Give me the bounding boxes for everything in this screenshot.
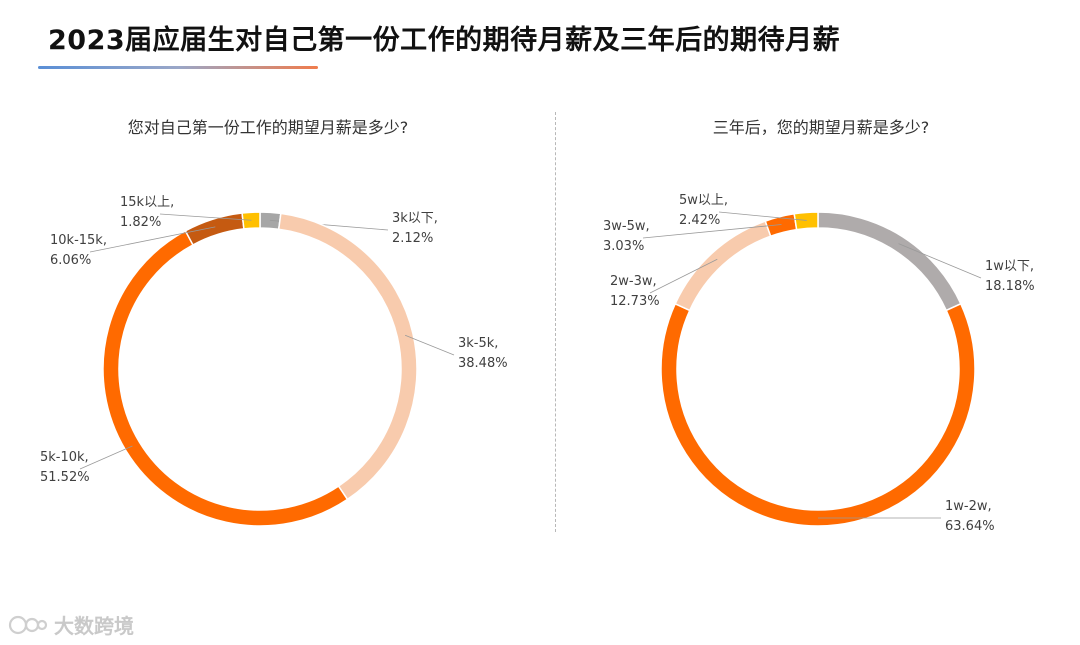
leader-line: [898, 243, 982, 279]
slice-label-value: 51.52%: [40, 470, 90, 485]
slice-label: 10k-15k, 6.06%: [50, 233, 107, 268]
slice-label-value: 63.64%: [945, 519, 995, 534]
title-underline: [38, 66, 318, 69]
donut-slice: [793, 211, 819, 231]
slice-label-name: 10k-15k,: [50, 233, 107, 248]
slice-label-value: 6.06%: [50, 253, 91, 268]
leader-line: [79, 445, 133, 470]
watermark: 大数跨境: [8, 610, 134, 639]
watermark-logo-icon: [8, 615, 48, 634]
page-title: 2023届应届生对自己第一份工作的期待月薪及三年后的期待月薪: [48, 25, 841, 56]
chart-divider: [555, 112, 556, 532]
slice-label-name: 3w-5w,: [603, 219, 650, 234]
watermark-text: 大数跨境: [54, 614, 134, 638]
donut-slice: [674, 220, 772, 312]
leader-line: [642, 224, 782, 239]
chart-title: 三年后，您的期望月薪是多少?: [713, 118, 930, 137]
slice-label-name: 5k-10k,: [40, 450, 89, 465]
slice-label: 2w-3w, 12.73%: [610, 274, 660, 309]
slice-label-value: 2.12%: [392, 231, 433, 246]
slice-label: 3w-5w, 3.03%: [603, 219, 650, 254]
slice-label-value: 18.18%: [985, 279, 1035, 294]
slice-label: 15k以上, 1.82%: [120, 195, 174, 230]
leader-line: [159, 213, 252, 221]
slice-label: 3k以下, 2.12%: [392, 211, 438, 246]
donut-chart-2: 三年后，您的期望月薪是多少? 1w以下, 18.18% 1w-2w, 63.64% 2w-…: [603, 118, 1035, 534]
slice-label-name: 15k以上,: [120, 195, 174, 210]
slice-label-value: 12.73%: [610, 294, 660, 309]
slice-label-name: 3k-5k,: [458, 336, 498, 351]
slice-label: 3k-5k, 38.48%: [458, 336, 508, 371]
slice-label-value: 1.82%: [120, 215, 161, 230]
slice-label-name: 5w以上,: [679, 193, 728, 208]
slice-label-value: 3.03%: [603, 239, 644, 254]
leader-line: [649, 258, 718, 294]
donut-slice: [817, 211, 962, 312]
leader-line: [718, 211, 807, 221]
donut-chart-1: 您对自己第一份工作的期望月薪是多少? 3k以下, 2.12% 3k-5k, 38.48%…: [40, 118, 508, 527]
slice-label-name: 3k以下,: [392, 211, 438, 226]
slice-label-name: 1w-2w,: [945, 499, 992, 514]
leader-line: [89, 226, 216, 253]
slice-label-name: 2w-3w,: [610, 274, 657, 289]
donut-slice: [102, 229, 349, 527]
donut-slice: [277, 212, 418, 501]
slice-label: 5k-10k, 51.52%: [40, 450, 90, 485]
slice-label: 1w以下, 18.18%: [985, 259, 1035, 294]
slice-label-value: 2.42%: [679, 213, 720, 228]
slice-label: 1w-2w, 63.64%: [945, 499, 995, 534]
donut-slice: [660, 302, 976, 527]
leader-line: [404, 334, 455, 356]
chart-title: 您对自己第一份工作的期望月薪是多少?: [128, 118, 409, 137]
slice-label-name: 1w以下,: [985, 259, 1034, 274]
slice-label-value: 38.48%: [458, 356, 508, 371]
slice-label: 5w以上, 2.42%: [679, 193, 728, 228]
